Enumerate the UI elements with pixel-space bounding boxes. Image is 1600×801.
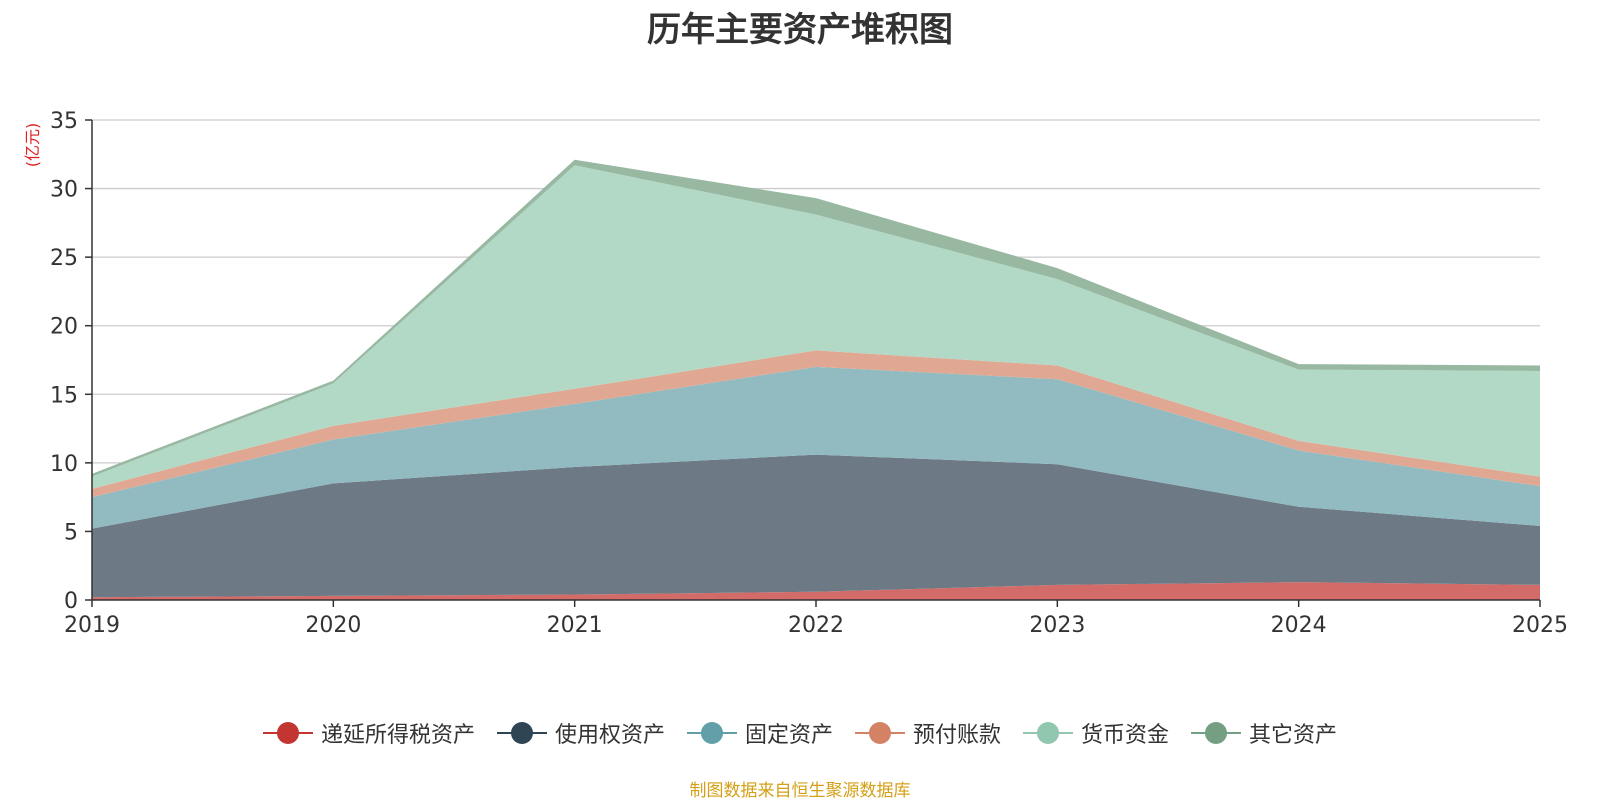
legend-item[interactable]: 使用权资产 [496, 717, 665, 749]
legend-marker-icon [262, 720, 313, 746]
legend-label: 使用权资产 [554, 723, 665, 748]
area-货币资金[interactable] [92, 165, 1540, 489]
y-tick-label: 15 [50, 383, 78, 408]
x-tick-label: 2021 [547, 613, 603, 638]
y-tick-label: 35 [50, 109, 78, 134]
legend-item[interactable]: 货币资金 [1023, 717, 1169, 749]
x-tick-label: 2022 [788, 613, 844, 638]
y-tick-label: 10 [50, 452, 78, 477]
area-固定资产[interactable] [92, 366, 1540, 529]
source-note: 制图数据来自恒生聚源数据库 [689, 781, 911, 801]
x-tick-label: 2020 [305, 613, 361, 638]
y-axis-unit-label: (亿元) [23, 123, 42, 168]
legend-label: 货币资金 [1081, 723, 1170, 748]
legend-marker-icon [686, 720, 737, 746]
y-tick-label: 5 [64, 520, 78, 545]
legend-marker-icon [1023, 720, 1074, 746]
chart-title: 历年主要资产堆积图 [647, 10, 953, 50]
legend: 递延所得税资产 使用权资产 固定资产 预付账款 货币资金 其它资产 [0, 716, 1600, 750]
area-递延所得税资产[interactable] [92, 582, 1540, 600]
x-tick-label: 2024 [1271, 613, 1327, 638]
y-tick-label: 30 [50, 178, 78, 203]
legend-label: 预付账款 [913, 723, 1002, 748]
y-tick-label: 20 [50, 315, 78, 340]
legend-label: 递延所得税资产 [320, 723, 475, 748]
area-预付账款[interactable] [92, 350, 1540, 498]
legend-item[interactable]: 其它资产 [1191, 717, 1337, 749]
x-tick-label: 2023 [1029, 613, 1085, 638]
area-series [92, 159, 1540, 600]
legend-label: 其它资产 [1249, 723, 1338, 748]
legend-item[interactable]: 递延所得税资产 [262, 717, 475, 749]
legend-item[interactable]: 预付账款 [855, 717, 1001, 749]
legend-marker-icon [855, 720, 905, 746]
x-tick-label: 2025 [1512, 613, 1568, 638]
area-使用权资产[interactable] [92, 454, 1540, 598]
legend-marker-icon [1191, 720, 1242, 746]
x-tick-label: 2019 [64, 613, 120, 638]
y-tick-label: 25 [50, 246, 78, 271]
legend-label: 固定资产 [744, 723, 833, 748]
legend-item[interactable]: 固定资产 [686, 717, 833, 749]
legend-marker-icon [496, 720, 547, 746]
y-tick-label: 0 [64, 589, 78, 614]
